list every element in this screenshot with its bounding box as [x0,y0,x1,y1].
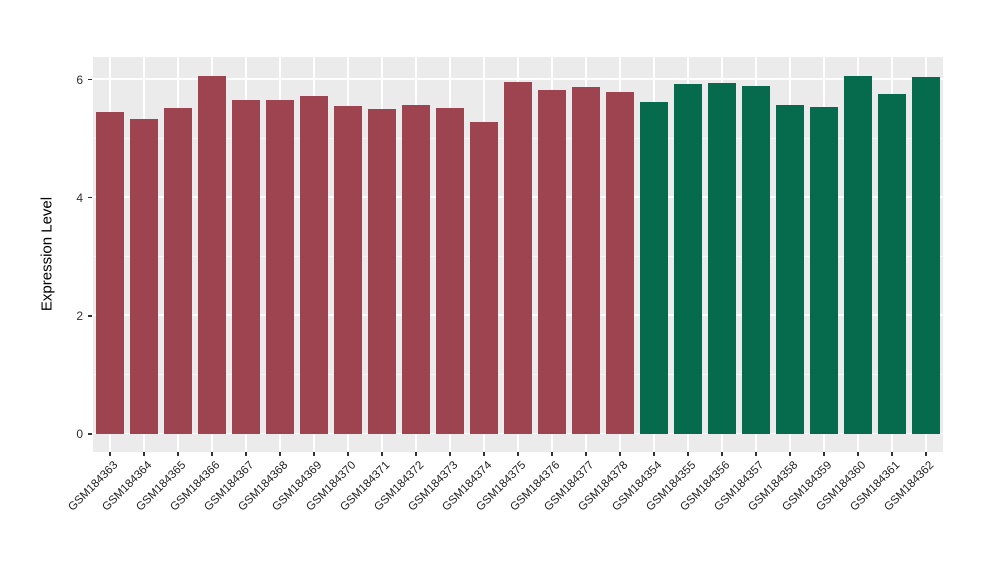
bar-GSM184360 [844,76,872,435]
bar-slot [93,57,127,452]
x-tick-mark [551,452,553,456]
y-tick-label: 2 [76,308,83,323]
bar-slot [467,57,501,452]
bar-GSM184357 [742,85,770,435]
bar-slot [705,57,739,452]
bar-GSM184369 [300,96,328,435]
bar-GSM184371 [368,108,396,435]
x-tick-mark [687,452,689,456]
bar-GSM184354 [640,101,668,435]
y-tick-label: 0 [76,427,83,442]
x-tick-mark [415,452,417,456]
x-tick-mark [517,452,519,456]
bar-GSM184376 [538,90,566,435]
bar-GSM184363 [96,111,124,435]
x-tick-mark [245,452,247,456]
bar-slot [161,57,195,452]
x-tick-mark [449,452,451,456]
bar-GSM184355 [674,83,702,435]
bar-slot [297,57,331,452]
x-tick-mark [347,452,349,456]
bar-GSM184358 [776,104,804,435]
y-tick-mark [88,79,92,81]
bar-slot [229,57,263,452]
bar-GSM184364 [130,118,158,435]
bar-GSM184366 [198,75,226,435]
x-tick-mark [381,452,383,456]
x-tick-mark [721,452,723,456]
bar-slot [637,57,671,452]
bar-GSM184377 [572,87,600,435]
y-tick-mark [88,315,92,317]
bar-GSM184374 [470,121,498,435]
bar-GSM184375 [504,82,532,435]
x-tick-mark [211,452,213,456]
bar-slot [263,57,297,452]
bar-slot [807,57,841,452]
x-tick-mark [109,452,111,456]
bar-slot [909,57,943,452]
x-tick-mark [313,452,315,456]
y-tick-mark [88,433,92,435]
bar-slot [773,57,807,452]
x-tick-mark [789,452,791,456]
bar-GSM184373 [436,108,464,435]
x-tick-mark [755,452,757,456]
bar-GSM184359 [810,107,838,435]
bar-GSM184378 [606,91,634,435]
bar-GSM184362 [912,76,940,435]
bar-GSM184372 [402,104,430,435]
bar-GSM184368 [266,99,294,435]
bar-slot [671,57,705,452]
bar-slot [501,57,535,452]
x-axis: GSM184363 GSM184364 GSM184365 GSM184366 GSM1… [67,452,943,580]
bar-slot [365,57,399,452]
y-tick-label: 4 [76,190,83,205]
x-tick-mark [653,452,655,456]
y-tick-label: 6 [76,72,83,87]
bar-slot [433,57,467,452]
x-tick-mark [857,452,859,456]
y-tick-mark [88,197,92,199]
bar-slot [569,57,603,452]
y-axis: 0 2 4 6 [0,57,93,452]
x-tick-mark [891,452,893,456]
x-tick-mark [177,452,179,456]
x-tick-mark [823,452,825,456]
plot-panel [93,57,943,452]
x-tick-mark [925,452,927,456]
bar-slot [841,57,875,452]
x-tick-mark [143,452,145,456]
bar-slot [739,57,773,452]
bar-slot [603,57,637,452]
bar-slot [875,57,909,452]
bar-GSM184370 [334,105,362,435]
bar-slot [399,57,433,452]
x-tick-mark [279,452,281,456]
bar-GSM184367 [232,99,260,435]
bar-GSM184361 [878,93,906,435]
bar-GSM184365 [164,108,192,435]
x-tick-mark [585,452,587,456]
x-tick-mark [483,452,485,456]
x-tick-mark [619,452,621,456]
bar-slot [331,57,365,452]
bar-GSM184356 [708,83,736,435]
bar-slot [127,57,161,452]
bar-slot [195,57,229,452]
bar-slot [535,57,569,452]
